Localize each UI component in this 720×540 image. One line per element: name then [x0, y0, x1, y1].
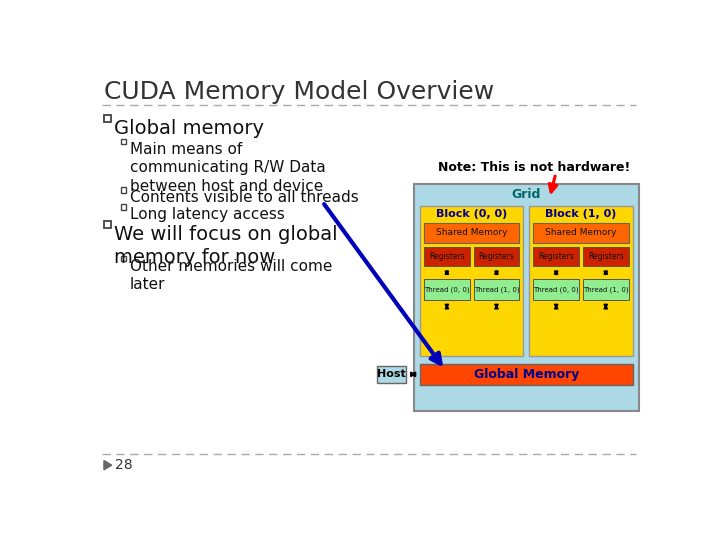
Text: Registers: Registers: [588, 252, 624, 261]
Text: Grid: Grid: [512, 188, 541, 201]
FancyBboxPatch shape: [414, 184, 639, 411]
FancyBboxPatch shape: [534, 247, 579, 266]
Text: 28: 28: [114, 458, 132, 472]
Text: Other memories will come
later: Other memories will come later: [130, 259, 332, 293]
FancyBboxPatch shape: [424, 247, 469, 266]
Text: Thread (1, 0): Thread (1, 0): [583, 286, 629, 293]
Text: We will focus on global
memory for now: We will focus on global memory for now: [114, 225, 338, 267]
FancyBboxPatch shape: [420, 206, 523, 356]
FancyBboxPatch shape: [534, 222, 629, 242]
Text: Host: Host: [377, 369, 406, 379]
Text: Thread (0, 0): Thread (0, 0): [534, 286, 579, 293]
Text: Block (0, 0): Block (0, 0): [436, 209, 508, 219]
FancyBboxPatch shape: [424, 222, 519, 242]
Text: Registers: Registers: [429, 252, 465, 261]
Text: Note: This is not hardware!: Note: This is not hardware!: [438, 161, 630, 174]
Text: Block (1, 0): Block (1, 0): [545, 209, 616, 219]
FancyBboxPatch shape: [424, 279, 469, 300]
Text: Thread (0, 0): Thread (0, 0): [424, 286, 469, 293]
Text: Shared Memory: Shared Memory: [436, 228, 508, 237]
Text: Registers: Registers: [479, 252, 514, 261]
Text: Long latency access: Long latency access: [130, 207, 284, 222]
FancyBboxPatch shape: [529, 206, 632, 356]
Text: Global Memory: Global Memory: [474, 368, 579, 381]
Text: Global memory: Global memory: [114, 119, 264, 138]
FancyBboxPatch shape: [474, 247, 519, 266]
Text: Thread (1, 0): Thread (1, 0): [474, 286, 519, 293]
FancyBboxPatch shape: [583, 279, 629, 300]
FancyBboxPatch shape: [420, 363, 632, 385]
FancyBboxPatch shape: [474, 279, 519, 300]
FancyBboxPatch shape: [583, 247, 629, 266]
Polygon shape: [104, 461, 112, 470]
Text: Contents visible to all threads: Contents visible to all threads: [130, 190, 359, 205]
Text: Registers: Registers: [539, 252, 574, 261]
Text: Shared Memory: Shared Memory: [545, 228, 617, 237]
FancyBboxPatch shape: [534, 279, 579, 300]
Text: CUDA Memory Model Overview: CUDA Memory Model Overview: [104, 80, 494, 104]
Text: Main means of
communicating R/W Data
between host and device: Main means of communicating R/W Data bet…: [130, 142, 325, 194]
FancyBboxPatch shape: [377, 366, 406, 383]
